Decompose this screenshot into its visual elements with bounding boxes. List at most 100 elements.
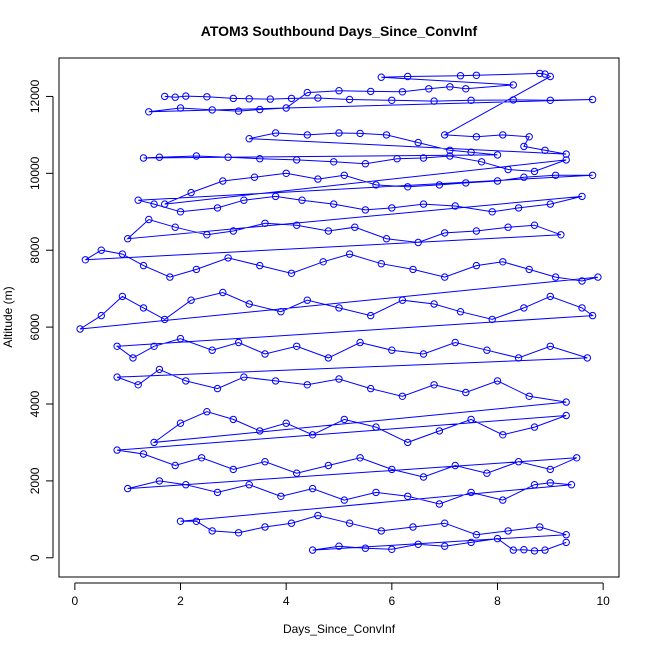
data-point xyxy=(398,296,407,304)
data-point xyxy=(419,473,428,481)
data-point xyxy=(139,304,148,312)
data-point xyxy=(176,104,185,112)
data-point xyxy=(303,296,311,304)
data-point xyxy=(192,265,201,274)
data-point xyxy=(271,192,280,201)
data-point xyxy=(150,342,158,350)
data-point xyxy=(578,277,586,285)
data-point xyxy=(208,106,216,114)
data-point xyxy=(509,81,517,89)
data-point xyxy=(446,83,454,91)
data-point xyxy=(504,165,512,174)
data-point xyxy=(456,308,465,316)
data-point xyxy=(372,423,380,431)
data-point xyxy=(139,450,148,458)
data-point xyxy=(287,519,296,527)
data-points xyxy=(76,69,602,555)
data-point xyxy=(562,538,570,547)
series-line xyxy=(79,72,599,552)
data-point xyxy=(192,517,201,525)
data-point xyxy=(441,229,449,237)
data-point xyxy=(446,152,454,160)
data-point xyxy=(377,260,385,268)
data-point xyxy=(219,177,227,185)
data-point xyxy=(192,152,201,160)
data-point xyxy=(166,273,174,281)
data-point xyxy=(472,261,481,270)
data-point xyxy=(514,354,523,362)
data-point xyxy=(419,200,428,208)
data-point xyxy=(456,72,465,80)
data-point xyxy=(213,488,222,497)
data-point xyxy=(546,200,554,208)
data-point xyxy=(277,308,285,316)
data-point xyxy=(583,354,591,362)
data-point xyxy=(530,423,539,431)
data-point xyxy=(335,304,343,312)
data-point xyxy=(546,72,554,81)
data-point xyxy=(388,96,396,105)
data-point xyxy=(340,171,348,180)
data-point xyxy=(293,156,301,164)
data-point xyxy=(261,458,269,466)
data-point xyxy=(250,173,259,181)
data-point xyxy=(451,202,459,210)
data-point xyxy=(361,206,370,214)
data-point xyxy=(451,338,459,347)
data-point xyxy=(467,148,475,156)
data-point xyxy=(509,96,517,104)
data-point xyxy=(562,150,570,158)
data-point xyxy=(256,105,264,114)
data-point xyxy=(303,131,311,139)
data-point xyxy=(298,196,306,204)
data-point xyxy=(361,544,370,552)
data-point xyxy=(171,93,179,101)
data-point xyxy=(377,527,385,535)
x-axis-label: Days_Since_ConvInf xyxy=(283,622,396,636)
data-point xyxy=(541,546,549,554)
data-point xyxy=(525,133,533,141)
data-point xyxy=(139,261,148,270)
data-point xyxy=(388,204,396,212)
data-point xyxy=(467,96,475,105)
data-point xyxy=(430,97,438,105)
data-point xyxy=(414,238,422,247)
data-point xyxy=(472,133,481,141)
data-point xyxy=(76,325,84,333)
data-point xyxy=(541,146,549,155)
data-point xyxy=(203,231,211,239)
data-point xyxy=(499,258,507,266)
data-point xyxy=(414,540,422,548)
data-point xyxy=(398,392,407,400)
data-point xyxy=(388,545,396,553)
data-point xyxy=(97,311,106,320)
data-point xyxy=(229,227,238,235)
plot-frame xyxy=(58,57,620,578)
data-point xyxy=(573,454,581,462)
data-point xyxy=(356,454,364,462)
data-point xyxy=(245,95,253,103)
data-point xyxy=(477,158,486,166)
data-point xyxy=(145,108,153,116)
y-axis-label: Altitude (m) xyxy=(1,286,15,347)
data-point xyxy=(335,375,343,383)
data-point xyxy=(155,365,164,374)
data-point xyxy=(493,177,502,185)
data-point xyxy=(234,338,243,347)
data-point xyxy=(203,408,211,416)
data-point xyxy=(467,488,475,497)
data-point xyxy=(499,131,507,139)
y-tick-label: 10000 xyxy=(28,156,42,190)
data-point xyxy=(256,261,264,270)
data-point xyxy=(150,438,158,447)
data-point xyxy=(97,246,106,254)
data-point xyxy=(451,461,459,470)
data-point xyxy=(530,481,539,489)
data-point xyxy=(483,469,491,477)
data-point xyxy=(504,527,512,535)
data-point xyxy=(367,311,375,320)
data-point xyxy=(462,179,470,187)
data-point xyxy=(361,160,370,168)
data-point xyxy=(377,73,385,81)
data-point xyxy=(245,481,253,489)
